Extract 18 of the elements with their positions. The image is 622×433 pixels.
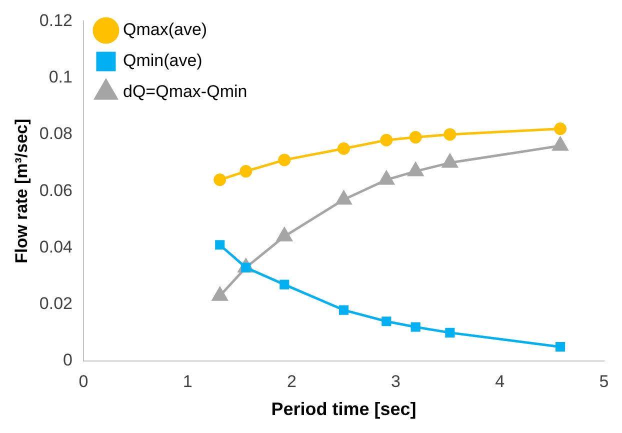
y-tick-label: 0.02 — [39, 294, 72, 314]
y-tick-label: 0.06 — [39, 180, 72, 200]
y-tick-label: 0 — [63, 350, 72, 370]
legend-label: Qmin(ave) — [122, 51, 202, 70]
legend-label: dQ=Qmax-Qmin — [122, 82, 248, 102]
x-tick-label: 0 — [78, 372, 88, 391]
x-tick-label: 5 — [599, 372, 609, 391]
x-tick-label: 3 — [391, 372, 401, 391]
y-tick-label: 0.04 — [39, 237, 72, 256]
x-axis-title: Period time [sec] — [271, 399, 416, 420]
y-tick-label: 0.12 — [39, 10, 72, 30]
y-axis-title: Flow rate [m³/sec] — [12, 118, 31, 264]
x-tick-label: 2 — [286, 372, 296, 391]
x-tick-label: 1 — [182, 372, 192, 391]
x-tick-label: 4 — [495, 372, 505, 391]
y-tick-label: 0.08 — [39, 124, 72, 144]
legend-label: Qmax(ave) — [122, 20, 208, 40]
y-tick-label: 0.1 — [48, 68, 72, 87]
